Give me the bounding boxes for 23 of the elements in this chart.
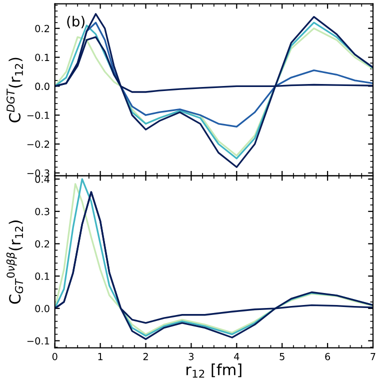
x-tick-label: 5 xyxy=(280,353,284,360)
x-tick-label: 6 xyxy=(325,352,330,360)
y-axis-title: C$^{DGT}$(r$_{12}$) xyxy=(6,58,23,122)
y-tick-label: −0.2 xyxy=(27,140,50,148)
y-tick-label: −0.1 xyxy=(27,112,50,119)
x-tick-label: 3 xyxy=(188,352,194,360)
y-tick-label: 0.2 xyxy=(35,24,50,32)
x-tick-label: 2 xyxy=(143,352,148,360)
x-tick-label: 4 xyxy=(234,353,240,360)
y-tick-label: −0.3 xyxy=(27,169,50,177)
y-tick-label: −0.1 xyxy=(27,337,50,345)
x-axis-title: r$_{12}$ [fm] xyxy=(186,364,242,378)
y-tick-label: 0.3 xyxy=(35,208,50,216)
y-tick-label: 0.2 xyxy=(35,240,50,248)
x-tick-label: 1 xyxy=(98,353,103,360)
y-tick-label: 0.0 xyxy=(35,304,50,312)
y-axis-title: C$_{GT}$$^{0νββ}$(r$_{12}$) xyxy=(6,220,24,304)
y-tick-label: 0.1 xyxy=(35,272,50,280)
y-tick-label: 0.0 xyxy=(35,82,50,90)
y-tick-label: 0.1 xyxy=(35,54,50,62)
x-tick-label: 7 xyxy=(370,353,376,360)
x-tick-label: 0 xyxy=(52,352,58,360)
annotation: (b) xyxy=(67,16,84,28)
